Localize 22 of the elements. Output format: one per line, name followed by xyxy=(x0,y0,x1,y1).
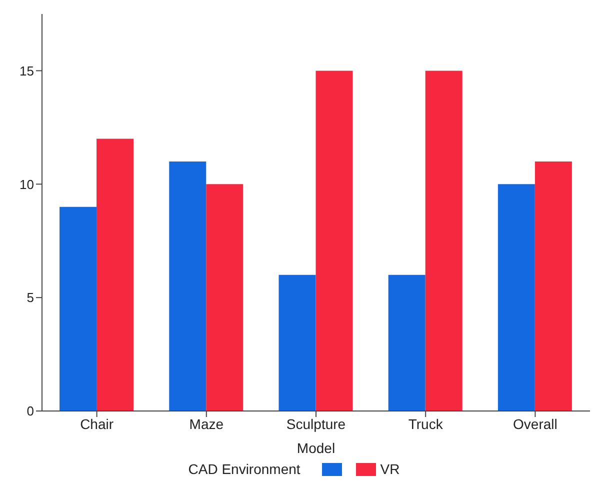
y-tick-label: 15 xyxy=(20,63,34,78)
x-tick-label: Truck xyxy=(408,416,444,432)
y-tick-label: 10 xyxy=(20,176,34,192)
y-tick-label: 0 xyxy=(26,404,34,419)
x-tick-label: Sculpture xyxy=(286,416,346,432)
x-tick-label: Maze xyxy=(189,416,224,432)
bar xyxy=(425,70,462,411)
legend-title: CAD Environment xyxy=(188,461,300,477)
bar xyxy=(498,184,535,411)
x-axis-title: Model xyxy=(296,440,336,456)
x-tick-label: Overall xyxy=(513,416,558,432)
bar xyxy=(316,70,353,411)
bar xyxy=(278,274,316,411)
x-tick-label: Chair xyxy=(80,416,114,432)
bar xyxy=(534,161,572,411)
bar xyxy=(206,184,244,411)
bar xyxy=(388,274,426,411)
bar xyxy=(96,138,134,411)
legend-label: VR xyxy=(380,461,400,477)
bar xyxy=(169,161,206,411)
y-tick-label: 5 xyxy=(26,290,34,306)
bar xyxy=(60,206,97,411)
